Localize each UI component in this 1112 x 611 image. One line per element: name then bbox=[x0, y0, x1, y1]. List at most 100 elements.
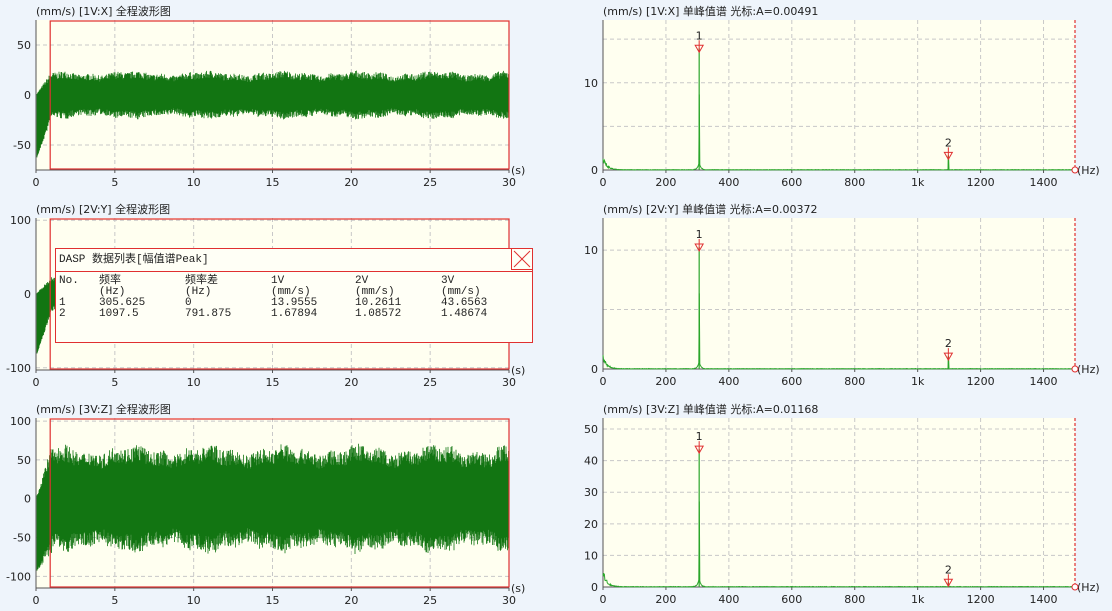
chart-panel-1: (mm/s) [1V:X] 全程波形图 0 5 10 15 20 25 30 50 0 -50 (s) bbox=[13, 4, 525, 189]
x-tick-label: 1200 bbox=[967, 593, 995, 606]
cell: 1097.5 bbox=[99, 308, 139, 320]
x-tick-label: 1200 bbox=[967, 176, 995, 189]
chart-title: (mm/s) [3V:Z] 全程波形图 bbox=[36, 402, 171, 416]
cell: 1 bbox=[59, 297, 66, 309]
y-tick-label: 0 bbox=[24, 89, 31, 102]
cursor-handle-icon bbox=[1071, 365, 1079, 373]
x-tick-label: 25 bbox=[423, 594, 437, 607]
x-tick-label: 400 bbox=[718, 375, 739, 388]
table-row: 1 305.625 0 13.9555 10.2611 43.6563 bbox=[59, 298, 487, 309]
x-tick-label: 600 bbox=[781, 375, 802, 388]
x-tick-label: 400 bbox=[718, 593, 739, 606]
peak-marker-icon bbox=[943, 348, 954, 362]
x-axis-unit: (Hz) bbox=[1077, 363, 1100, 376]
cell: 43.6563 bbox=[441, 297, 488, 309]
x-axis-unit: (s) bbox=[511, 582, 525, 595]
peak-label: 2 bbox=[945, 337, 952, 350]
x-tick-label: 15 bbox=[266, 594, 280, 607]
y-tick-label: 20 bbox=[584, 518, 598, 531]
x-tick-label: 1k bbox=[911, 593, 925, 606]
x-tick-label: 5 bbox=[111, 176, 118, 189]
peak-marker-icon bbox=[694, 441, 705, 455]
chart-title: (mm/s) [1V:X] 单峰值谱 光标:A=0.00491 bbox=[603, 4, 818, 18]
spectrum-trace bbox=[602, 501, 1076, 588]
x-tick-label: 0 bbox=[33, 594, 40, 607]
col-header: 3V bbox=[441, 275, 455, 287]
data-list-header[interactable]: DASP 数据列表[幅值谱Peak] bbox=[56, 248, 533, 272]
y-tick-label: -50 bbox=[13, 532, 31, 545]
x-tick-label: 10 bbox=[187, 176, 201, 189]
y-tick-label: 30 bbox=[584, 486, 598, 499]
y-tick-label: 0 bbox=[24, 288, 31, 301]
x-tick-label: 25 bbox=[423, 376, 437, 389]
x-tick-label: 20 bbox=[344, 594, 358, 607]
x-tick-label: 30 bbox=[502, 376, 516, 389]
chart-panel-3: (mm/s) [3V:Z] 全程波形图 0 5 10 15 20 25 30 100 50 0 -50… bbox=[6, 402, 525, 607]
x-tick-label: 200 bbox=[655, 176, 676, 189]
x-tick-label: 0 bbox=[33, 176, 40, 189]
y-tick-label: 10 bbox=[584, 77, 598, 90]
y-tick-label: 50 bbox=[17, 454, 31, 467]
y-tick-label: 0 bbox=[591, 164, 598, 177]
spectrum-trace bbox=[602, 94, 1076, 171]
data-list-table: No. 频率 频率差 1V 2V 3V (Hz) (Hz) (mm/s) (mm… bbox=[59, 276, 487, 320]
x-tick-label: 15 bbox=[266, 176, 280, 189]
plot-area bbox=[603, 218, 1075, 369]
waveform-trace bbox=[36, 70, 509, 158]
x-tick-label: 800 bbox=[844, 176, 865, 189]
x-axis-unit: (s) bbox=[511, 364, 525, 377]
x-tick-label: 600 bbox=[781, 176, 802, 189]
chart-title: (mm/s) [2V:Y] 单峰值谱 光标:A=0.00372 bbox=[603, 202, 818, 216]
peak-label: 1 bbox=[696, 430, 703, 443]
x-axis-unit: (s) bbox=[511, 164, 525, 177]
table-header-row: No. 频率 频率差 1V 2V 3V bbox=[59, 276, 487, 287]
chart-panel-4: (mm/s) [1V:X] 单峰值谱 光标:A=0.00491 0 200 400 60… bbox=[584, 4, 1100, 189]
peak-marker-icon bbox=[943, 574, 954, 588]
col-unit: (mm/s) bbox=[355, 286, 395, 298]
x-tick-label: 25 bbox=[423, 176, 437, 189]
peak-label: 1 bbox=[696, 228, 703, 241]
cell: 791.875 bbox=[185, 308, 232, 320]
col-unit: (Hz) bbox=[99, 286, 126, 298]
y-tick-label: 40 bbox=[584, 455, 598, 468]
x-tick-label: 1k bbox=[911, 375, 925, 388]
col-header: 2V bbox=[355, 275, 369, 287]
cell: 1.67894 bbox=[271, 308, 318, 320]
x-tick-label: 1400 bbox=[1030, 375, 1058, 388]
table-units-row: (Hz) (Hz) (mm/s) (mm/s) (mm/s) bbox=[59, 287, 487, 298]
cell: 10.2611 bbox=[355, 297, 402, 309]
x-tick-label: 5 bbox=[111, 594, 118, 607]
x-tick-label: 1k bbox=[911, 176, 925, 189]
x-tick-label: 400 bbox=[718, 176, 739, 189]
cell: 1.48674 bbox=[441, 308, 488, 320]
x-tick-label: 0 bbox=[600, 176, 607, 189]
plot-area bbox=[603, 20, 1075, 170]
cell: 2 bbox=[59, 308, 66, 320]
y-tick-label: -100 bbox=[6, 570, 31, 583]
cell: 13.9555 bbox=[271, 297, 318, 309]
chart-title: (mm/s) [1V:X] 全程波形图 bbox=[36, 4, 171, 18]
x-tick-label: 30 bbox=[502, 176, 516, 189]
col-header: No. bbox=[59, 275, 79, 287]
peak-label: 1 bbox=[696, 29, 703, 42]
y-tick-label: 0 bbox=[24, 493, 31, 506]
col-unit: (Hz) bbox=[185, 286, 212, 298]
col-header: 频率差 bbox=[185, 275, 218, 287]
cursor-handle-icon bbox=[1071, 583, 1079, 591]
x-tick-label: 0 bbox=[33, 376, 40, 389]
y-tick-label: 100 bbox=[10, 214, 31, 227]
data-list-title: DASP 数据列表[幅值谱Peak] bbox=[59, 254, 209, 266]
x-tick-label: 800 bbox=[844, 375, 865, 388]
data-list-panel[interactable]: DASP 数据列表[幅值谱Peak] No. 频率 频率差 1V 2V 3V (… bbox=[55, 248, 533, 343]
x-axis-unit: (Hz) bbox=[1077, 164, 1100, 177]
peak-marker-icon bbox=[694, 238, 705, 253]
cell: 1.08572 bbox=[355, 308, 402, 320]
x-tick-label: 10 bbox=[187, 594, 201, 607]
close-icon[interactable] bbox=[511, 248, 533, 270]
y-tick-label: -50 bbox=[13, 139, 31, 152]
y-tick-label: 0 bbox=[591, 581, 598, 594]
chart-title: (mm/s) [3V:Z] 单峰值谱 光标:A=0.01168 bbox=[603, 402, 818, 416]
